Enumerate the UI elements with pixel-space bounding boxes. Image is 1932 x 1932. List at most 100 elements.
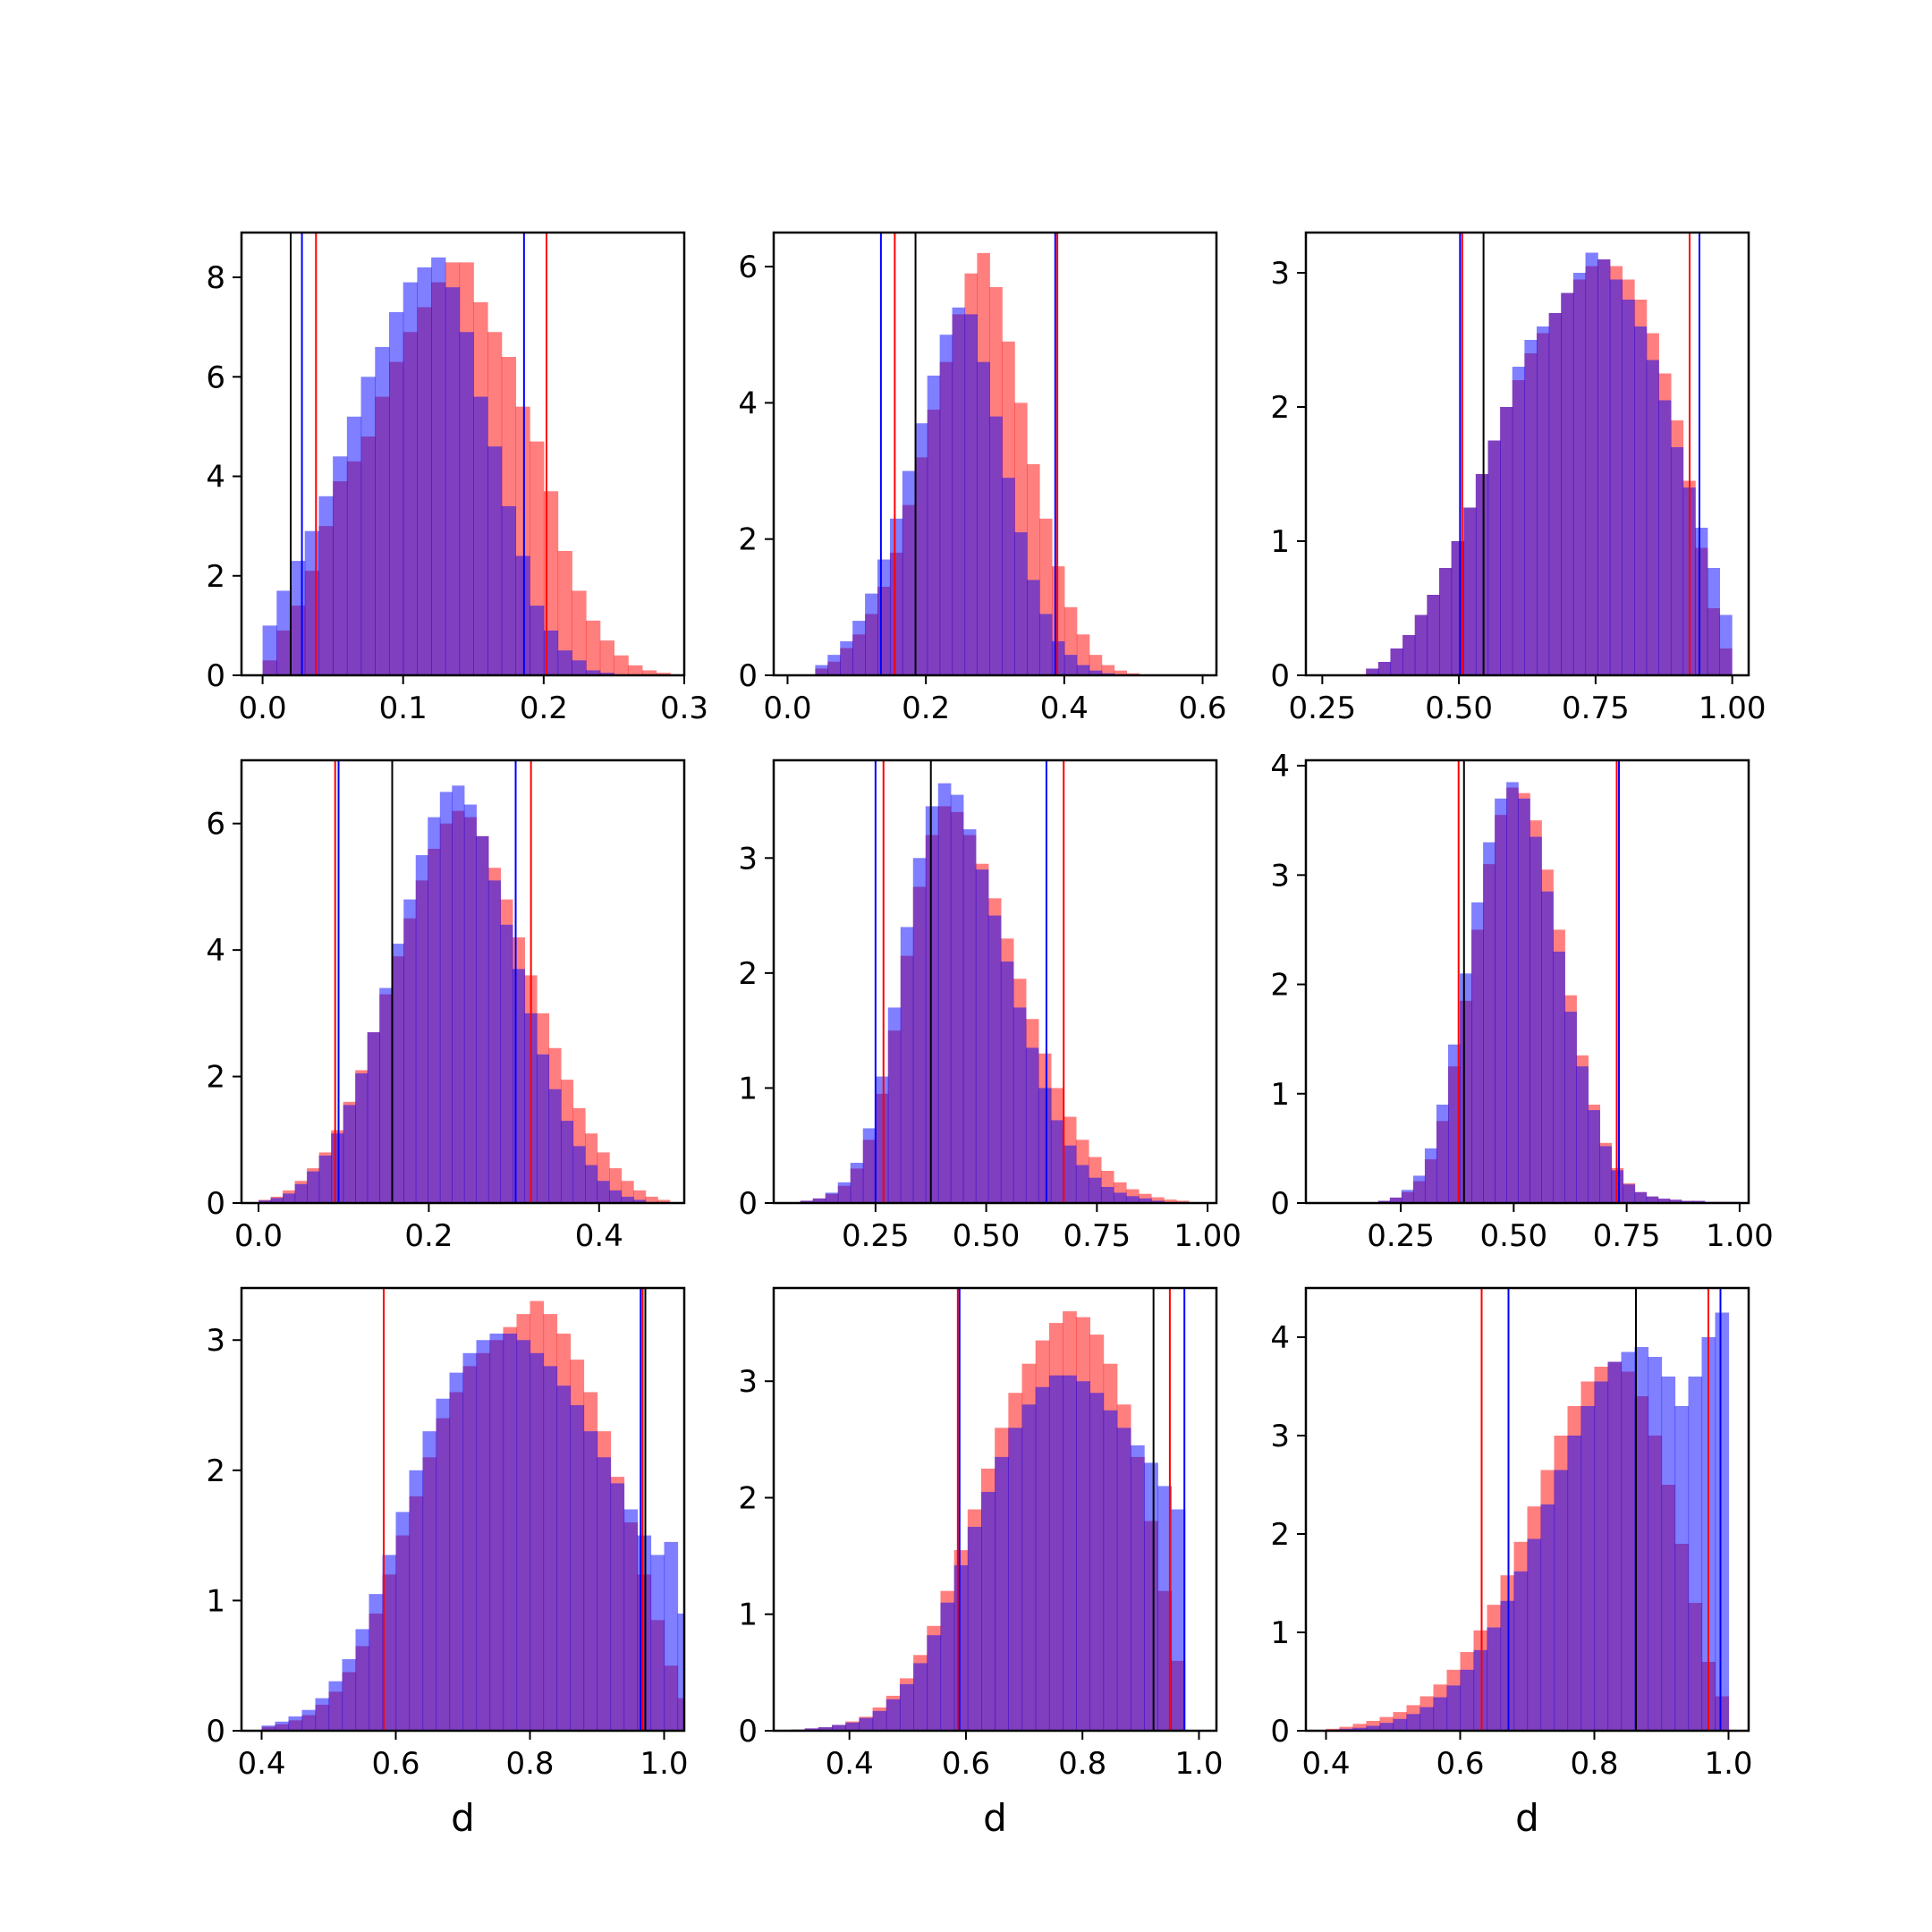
histogram-bar <box>1719 614 1733 675</box>
y-tick-label: 1 <box>738 1071 758 1106</box>
histogram-bar <box>355 1073 369 1203</box>
histogram-bar <box>1648 1357 1663 1731</box>
y-tick-label: 2 <box>738 1480 758 1516</box>
histogram-bar <box>1076 665 1090 675</box>
histogram-bar <box>530 1352 545 1731</box>
histogram-bar <box>1063 1375 1077 1731</box>
histogram-bar <box>995 1456 1009 1731</box>
axes-frame <box>1304 1286 1750 1733</box>
histogram-bar <box>1707 568 1721 675</box>
histogram-bar <box>1623 1184 1636 1203</box>
subplot-7: 0.4 0.6 0.8 1.0 0 1 2 3 d <box>206 1286 689 1840</box>
histogram-bar <box>431 257 446 675</box>
histogram-bar <box>1670 447 1684 675</box>
subplot-9: 0.4 0.6 0.8 1.0 0 1 2 3 4 d <box>1270 1286 1753 1840</box>
histogram-bar <box>1027 580 1040 675</box>
histogram-bar <box>621 1196 634 1203</box>
histogram-bar <box>1401 1190 1414 1203</box>
x-tick-label: 0.25 <box>1367 1218 1435 1254</box>
histogram-bar <box>315 1698 330 1731</box>
x-tick-label: 0.75 <box>1593 1218 1661 1254</box>
histogram-bar <box>1646 360 1659 675</box>
histogram-bar <box>677 1613 684 1731</box>
histogram-bar <box>452 785 465 1203</box>
histogram-bar <box>865 593 878 675</box>
histogram-bar <box>1588 1110 1601 1203</box>
histogram-bar <box>967 1527 982 1731</box>
axes-frame <box>240 231 686 677</box>
histogram-bar <box>913 1663 928 1731</box>
histogram-bar <box>1594 1381 1609 1731</box>
histogram-bar <box>950 794 964 1203</box>
histogram-bar <box>395 1512 411 1731</box>
x-tick-label: 1.00 <box>1699 691 1767 726</box>
histogram-bar <box>1150 1197 1165 1203</box>
x-tick-label: 0.4 <box>826 1746 874 1782</box>
histogram-bar <box>283 1193 296 1203</box>
histogram-bar <box>818 1727 833 1731</box>
histogram-bar <box>900 927 914 1203</box>
histogram-bar <box>1487 440 1501 675</box>
histogram-bar <box>1487 1627 1502 1731</box>
histogram-bar <box>1412 1175 1426 1203</box>
histogram-bar <box>346 416 362 675</box>
histogram-bar <box>877 559 891 675</box>
histogram-bar <box>1051 640 1065 675</box>
x-tick-label: 0.75 <box>1562 691 1630 726</box>
plot-area <box>1326 1288 1730 1731</box>
histogram-bar <box>258 1200 272 1203</box>
histogram-bar <box>1366 1725 1381 1731</box>
x-tick-label: 1.0 <box>1174 1746 1223 1782</box>
x-tick-label: 0.50 <box>953 1218 1021 1254</box>
histogram-bar <box>1483 842 1496 1203</box>
histogram-bar <box>570 1405 585 1731</box>
histogram-bar <box>428 817 441 1203</box>
histogram-bar <box>557 550 572 675</box>
x-tick-label: 0.2 <box>902 691 950 726</box>
histogram-bar <box>641 670 657 675</box>
histogram-bar <box>981 1491 996 1731</box>
y-tick-label: 0 <box>206 1714 225 1750</box>
histogram-bar <box>1089 655 1103 675</box>
histogram-bar <box>445 287 461 675</box>
histogram-bar <box>261 1725 276 1731</box>
histogram-bar <box>1414 614 1428 675</box>
histogram-bar <box>1352 1724 1368 1731</box>
histogram-bar <box>1113 1192 1127 1203</box>
histogram-bar <box>1076 1381 1091 1731</box>
histogram-bar <box>1527 1538 1542 1731</box>
histogram-bar <box>459 332 474 675</box>
histogram-bar <box>1495 798 1507 1203</box>
histogram-bar <box>536 1054 550 1203</box>
histogram-bar <box>1144 1462 1158 1731</box>
histogram-bar <box>1002 478 1015 675</box>
histogram-bar <box>262 625 277 675</box>
histogram-bar <box>623 1509 639 1731</box>
histogram-bar <box>439 792 453 1203</box>
histogram-bar <box>270 1198 284 1203</box>
histogram-bar <box>599 640 615 675</box>
histogram-bar <box>1100 1187 1114 1203</box>
histogram-bar <box>1171 1509 1186 1731</box>
histogram-bar <box>1609 279 1623 675</box>
histogram-bar <box>583 1431 598 1731</box>
histogram-bar <box>1540 1504 1555 1731</box>
subplot-5: 0.25 0.50 0.75 1.00 0 1 2 3 <box>738 758 1241 1254</box>
series-blue <box>262 257 615 675</box>
x-tick-label: 0.4 <box>237 1746 285 1782</box>
histogram-bar <box>572 590 587 675</box>
histogram-bar <box>1008 1428 1023 1731</box>
histogram-bar <box>845 1722 860 1731</box>
y-tick-label: 3 <box>738 841 758 877</box>
histogram-bar <box>512 969 526 1203</box>
y-tick-label: 2 <box>738 522 758 558</box>
histogram-bar <box>1715 1312 1730 1731</box>
x-tick-label: 0.0 <box>763 691 811 726</box>
x-tick-label: 0.6 <box>1436 1746 1484 1782</box>
y-tick-label: 3 <box>206 1323 225 1359</box>
histogram-bar <box>417 267 432 675</box>
histogram-bar <box>1393 1718 1408 1731</box>
histogram-bar <box>1390 648 1403 675</box>
histogram-bar <box>1554 1470 1569 1731</box>
y-tick-label: 3 <box>738 1364 758 1400</box>
